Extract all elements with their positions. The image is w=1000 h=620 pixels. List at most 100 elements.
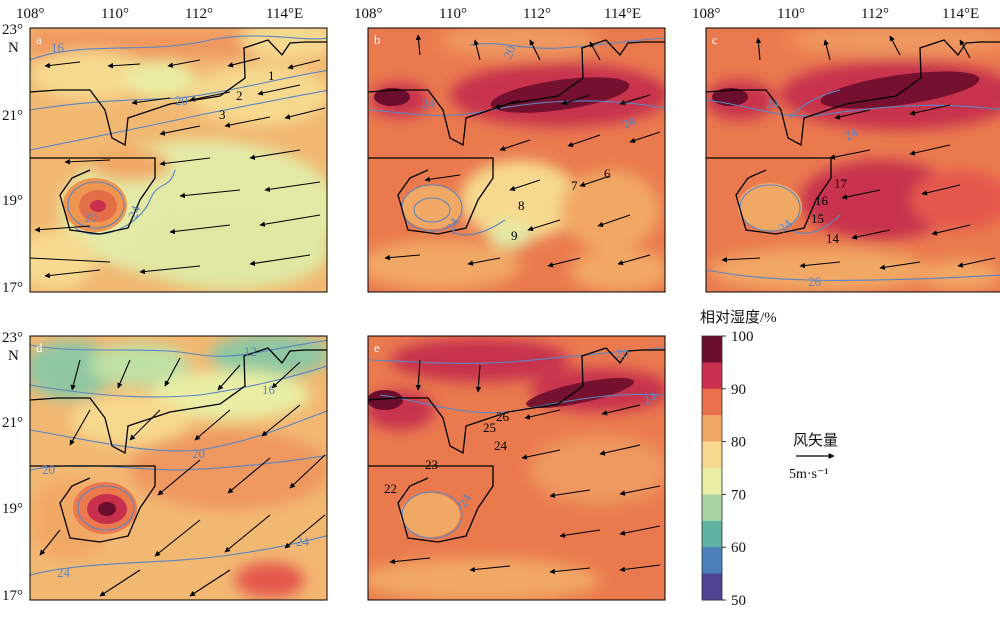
panel-a-label: a [36, 32, 42, 47]
lat-tick: 21° [2, 108, 23, 124]
colorbar-tick-label: 50 [731, 593, 746, 609]
panel-a-contour-label: 24 [125, 203, 144, 221]
wind-key-unit: 5m·s⁻¹ [789, 467, 829, 482]
panel-b: b 20 24 24 24 6 7 8 9 [367, 27, 666, 293]
panel-e: e 20 24 24 26 25 24 23 22 [367, 335, 666, 601]
panel-e-track-point: 22 [384, 481, 397, 496]
panel-e-track-point: 24 [494, 438, 508, 453]
colorbar-segment [702, 388, 722, 416]
panel-b-track-point: 7 [571, 178, 578, 193]
panel-c-track-point: 17 [834, 176, 848, 191]
panel-a-track-point: 2 [236, 88, 243, 103]
lon-tick: 110° [101, 6, 129, 22]
lat-tick: 23° [2, 330, 23, 346]
panel-d-humidity-field [30, 336, 327, 600]
panel-d-contour-label: 24 [296, 534, 310, 549]
colorbar [701, 335, 723, 601]
colorbar-segment [702, 441, 722, 469]
colorbar-segment [702, 336, 722, 363]
lon-tick-labels-top-row: 108° 110° 112° 114°E 108° 110° 112° 114°… [16, 6, 979, 22]
lon-tick: 114°E [604, 6, 641, 22]
panel-c: c 24 24 24 26 17 16 15 14 [705, 27, 1000, 293]
panel-d-contour-label: 20 [192, 446, 205, 461]
colorbar-border [701, 335, 723, 601]
panel-b-contour-label: 20 [500, 43, 519, 60]
lon-tick: 108° [692, 6, 721, 22]
panel-a-contour-label: 20 [175, 93, 188, 108]
colorbar-tick-label: 60 [731, 540, 746, 556]
colorbar-tick-label: 100 [731, 329, 754, 345]
panel-d-contour-label: 24 [57, 565, 71, 580]
panel-b-contour-label: 24 [422, 96, 436, 111]
wind-key-title: 风矢量 [793, 432, 838, 449]
panel-c-contour-label: 26 [808, 274, 822, 289]
panel-c-track-point: 15 [811, 211, 824, 226]
legend-title: 相对湿度/% [700, 309, 777, 326]
colorbar-tick-label: 70 [731, 487, 746, 503]
panel-b-humidity-field [368, 28, 665, 292]
lat-tick: 19° [2, 193, 23, 209]
panel-d-wind-vectors [39, 357, 326, 597]
panel-e-contour-label: 20 [616, 346, 629, 361]
lat-tick: 21° [2, 415, 23, 431]
panel-b-coastline [368, 39, 665, 235]
panel-a-contour-label: 16 [51, 40, 65, 55]
lon-tick: 112° [185, 6, 213, 22]
panel-b-wind-vectors [384, 34, 661, 268]
lat-tick-labels: 23° N 21° 19° 17° 23° N 21° 19° 17° [2, 22, 23, 604]
lat-tick: 17° [2, 280, 23, 296]
colorbar-segment [702, 415, 722, 443]
humidity-legend: 相对湿度/% 100 90 80 70 60 50 [700, 309, 777, 609]
colorbar-segment [702, 520, 722, 548]
wind-key: 风矢量 5m·s⁻¹ [789, 432, 838, 482]
lat-unit: N [8, 40, 19, 56]
colorbar-segment [702, 468, 722, 495]
panel-d-contour-label: 12 [244, 344, 257, 359]
panel-d: d 12 16 20 20 24 24 [29, 335, 328, 601]
lat-tick: 17° [2, 588, 23, 604]
panel-e-wind-vectors [389, 359, 661, 575]
colorbar-segment [702, 494, 722, 522]
panel-c-contour-label: 24 [766, 96, 780, 111]
panel-a-humidity-field [30, 28, 327, 292]
colorbar-ticks: 100 90 80 70 60 50 [722, 329, 754, 609]
lon-tick: 112° [523, 6, 551, 22]
lon-tick: 110° [439, 6, 467, 22]
lon-tick: 114°E [266, 6, 303, 22]
panel-c-wind-vectors [721, 35, 996, 270]
panel-e-track-point: 26 [496, 409, 510, 424]
panel-d-coastline [30, 347, 327, 543]
lon-tick: 108° [16, 6, 45, 22]
colorbar-tick-label: 80 [731, 435, 746, 451]
colorbar-segment [702, 362, 722, 390]
lon-tick: 108° [354, 6, 383, 22]
lon-tick: 112° [861, 6, 889, 22]
panel-d-label: d [36, 340, 43, 355]
lon-tick: 110° [777, 6, 805, 22]
lon-tick: 114°E [942, 6, 979, 22]
panel-e-track-point: 23 [425, 457, 438, 472]
panel-c-label: c [712, 32, 718, 47]
panel-e-contour-label: 24 [641, 389, 660, 408]
panel-b-track-point: 9 [511, 228, 518, 243]
panel-e-label: e [374, 340, 380, 355]
colorbar-segment [702, 547, 722, 575]
lat-tick: 19° [2, 501, 23, 517]
colorbar-segment [702, 573, 722, 601]
panel-b-track-point: 6 [604, 166, 611, 181]
panel-a: a 16 20 20 24 1 2 3 [29, 27, 328, 293]
panel-e-humidity-field [368, 336, 665, 600]
panel-e-coastline [368, 347, 665, 543]
panel-a-track-point: 3 [219, 107, 226, 122]
lat-tick: 23° [2, 22, 23, 38]
panel-c-track-point: 14 [826, 231, 840, 246]
panel-a-track-point: 1 [268, 68, 275, 83]
lat-unit: N [8, 348, 19, 364]
panel-c-coastline [706, 39, 1000, 235]
panel-b-label: b [374, 32, 381, 47]
panel-d-contour-label: 16 [262, 382, 276, 397]
colorbar-tick-label: 90 [731, 382, 746, 398]
panel-b-track-point: 8 [518, 198, 525, 213]
panel-a-contour-label: 20 [84, 210, 97, 225]
